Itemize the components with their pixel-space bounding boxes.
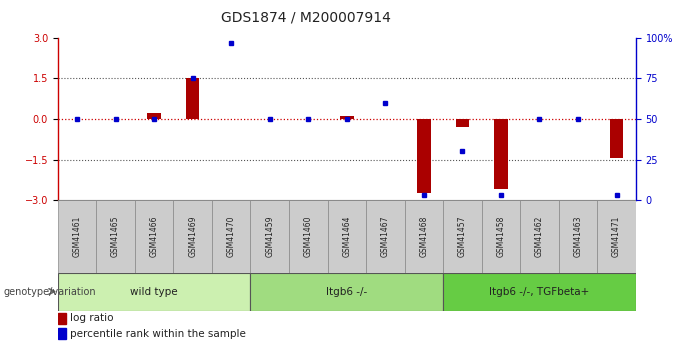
Bar: [443, 273, 636, 310]
Text: GDS1874 / M200007914: GDS1874 / M200007914: [221, 10, 391, 24]
Bar: [97, 200, 135, 273]
Bar: [135, 200, 173, 273]
Text: GSM41463: GSM41463: [573, 216, 583, 257]
Text: GSM41470: GSM41470: [226, 216, 236, 257]
Text: genotype/variation: genotype/variation: [3, 287, 96, 296]
Text: GSM41459: GSM41459: [265, 216, 274, 257]
Bar: [58, 273, 250, 310]
Bar: [173, 200, 212, 273]
Bar: [405, 200, 443, 273]
Text: Itgb6 -/-, TGFbeta+: Itgb6 -/-, TGFbeta+: [490, 287, 590, 296]
Bar: [481, 200, 520, 273]
Bar: [328, 200, 366, 273]
Text: GSM41462: GSM41462: [535, 216, 544, 257]
Text: percentile rank within the sample: percentile rank within the sample: [70, 329, 245, 339]
Bar: [610, 119, 624, 158]
Bar: [212, 200, 250, 273]
Bar: [417, 119, 430, 193]
Text: wild type: wild type: [131, 287, 178, 296]
Bar: [456, 119, 469, 127]
Text: GSM41468: GSM41468: [420, 216, 428, 257]
Bar: [250, 200, 289, 273]
Text: log ratio: log ratio: [70, 313, 113, 323]
Text: GSM41466: GSM41466: [150, 216, 158, 257]
Text: GSM41458: GSM41458: [496, 216, 505, 257]
Text: GSM41469: GSM41469: [188, 216, 197, 257]
Text: GSM41461: GSM41461: [73, 216, 82, 257]
Bar: [58, 328, 66, 339]
Bar: [148, 113, 161, 119]
Bar: [289, 200, 328, 273]
Bar: [250, 273, 443, 310]
Text: GSM41460: GSM41460: [304, 216, 313, 257]
Bar: [366, 200, 405, 273]
Text: GSM41467: GSM41467: [381, 216, 390, 257]
Bar: [597, 200, 636, 273]
Text: GSM41464: GSM41464: [342, 216, 352, 257]
Text: Itgb6 -/-: Itgb6 -/-: [326, 287, 367, 296]
Bar: [559, 200, 597, 273]
Bar: [58, 313, 66, 324]
Bar: [443, 200, 481, 273]
Text: GSM41465: GSM41465: [111, 216, 120, 257]
Bar: [186, 78, 199, 119]
Text: GSM41471: GSM41471: [612, 216, 621, 257]
Bar: [340, 116, 354, 119]
Bar: [520, 200, 559, 273]
Bar: [494, 119, 508, 189]
Bar: [58, 200, 97, 273]
Text: GSM41457: GSM41457: [458, 216, 467, 257]
